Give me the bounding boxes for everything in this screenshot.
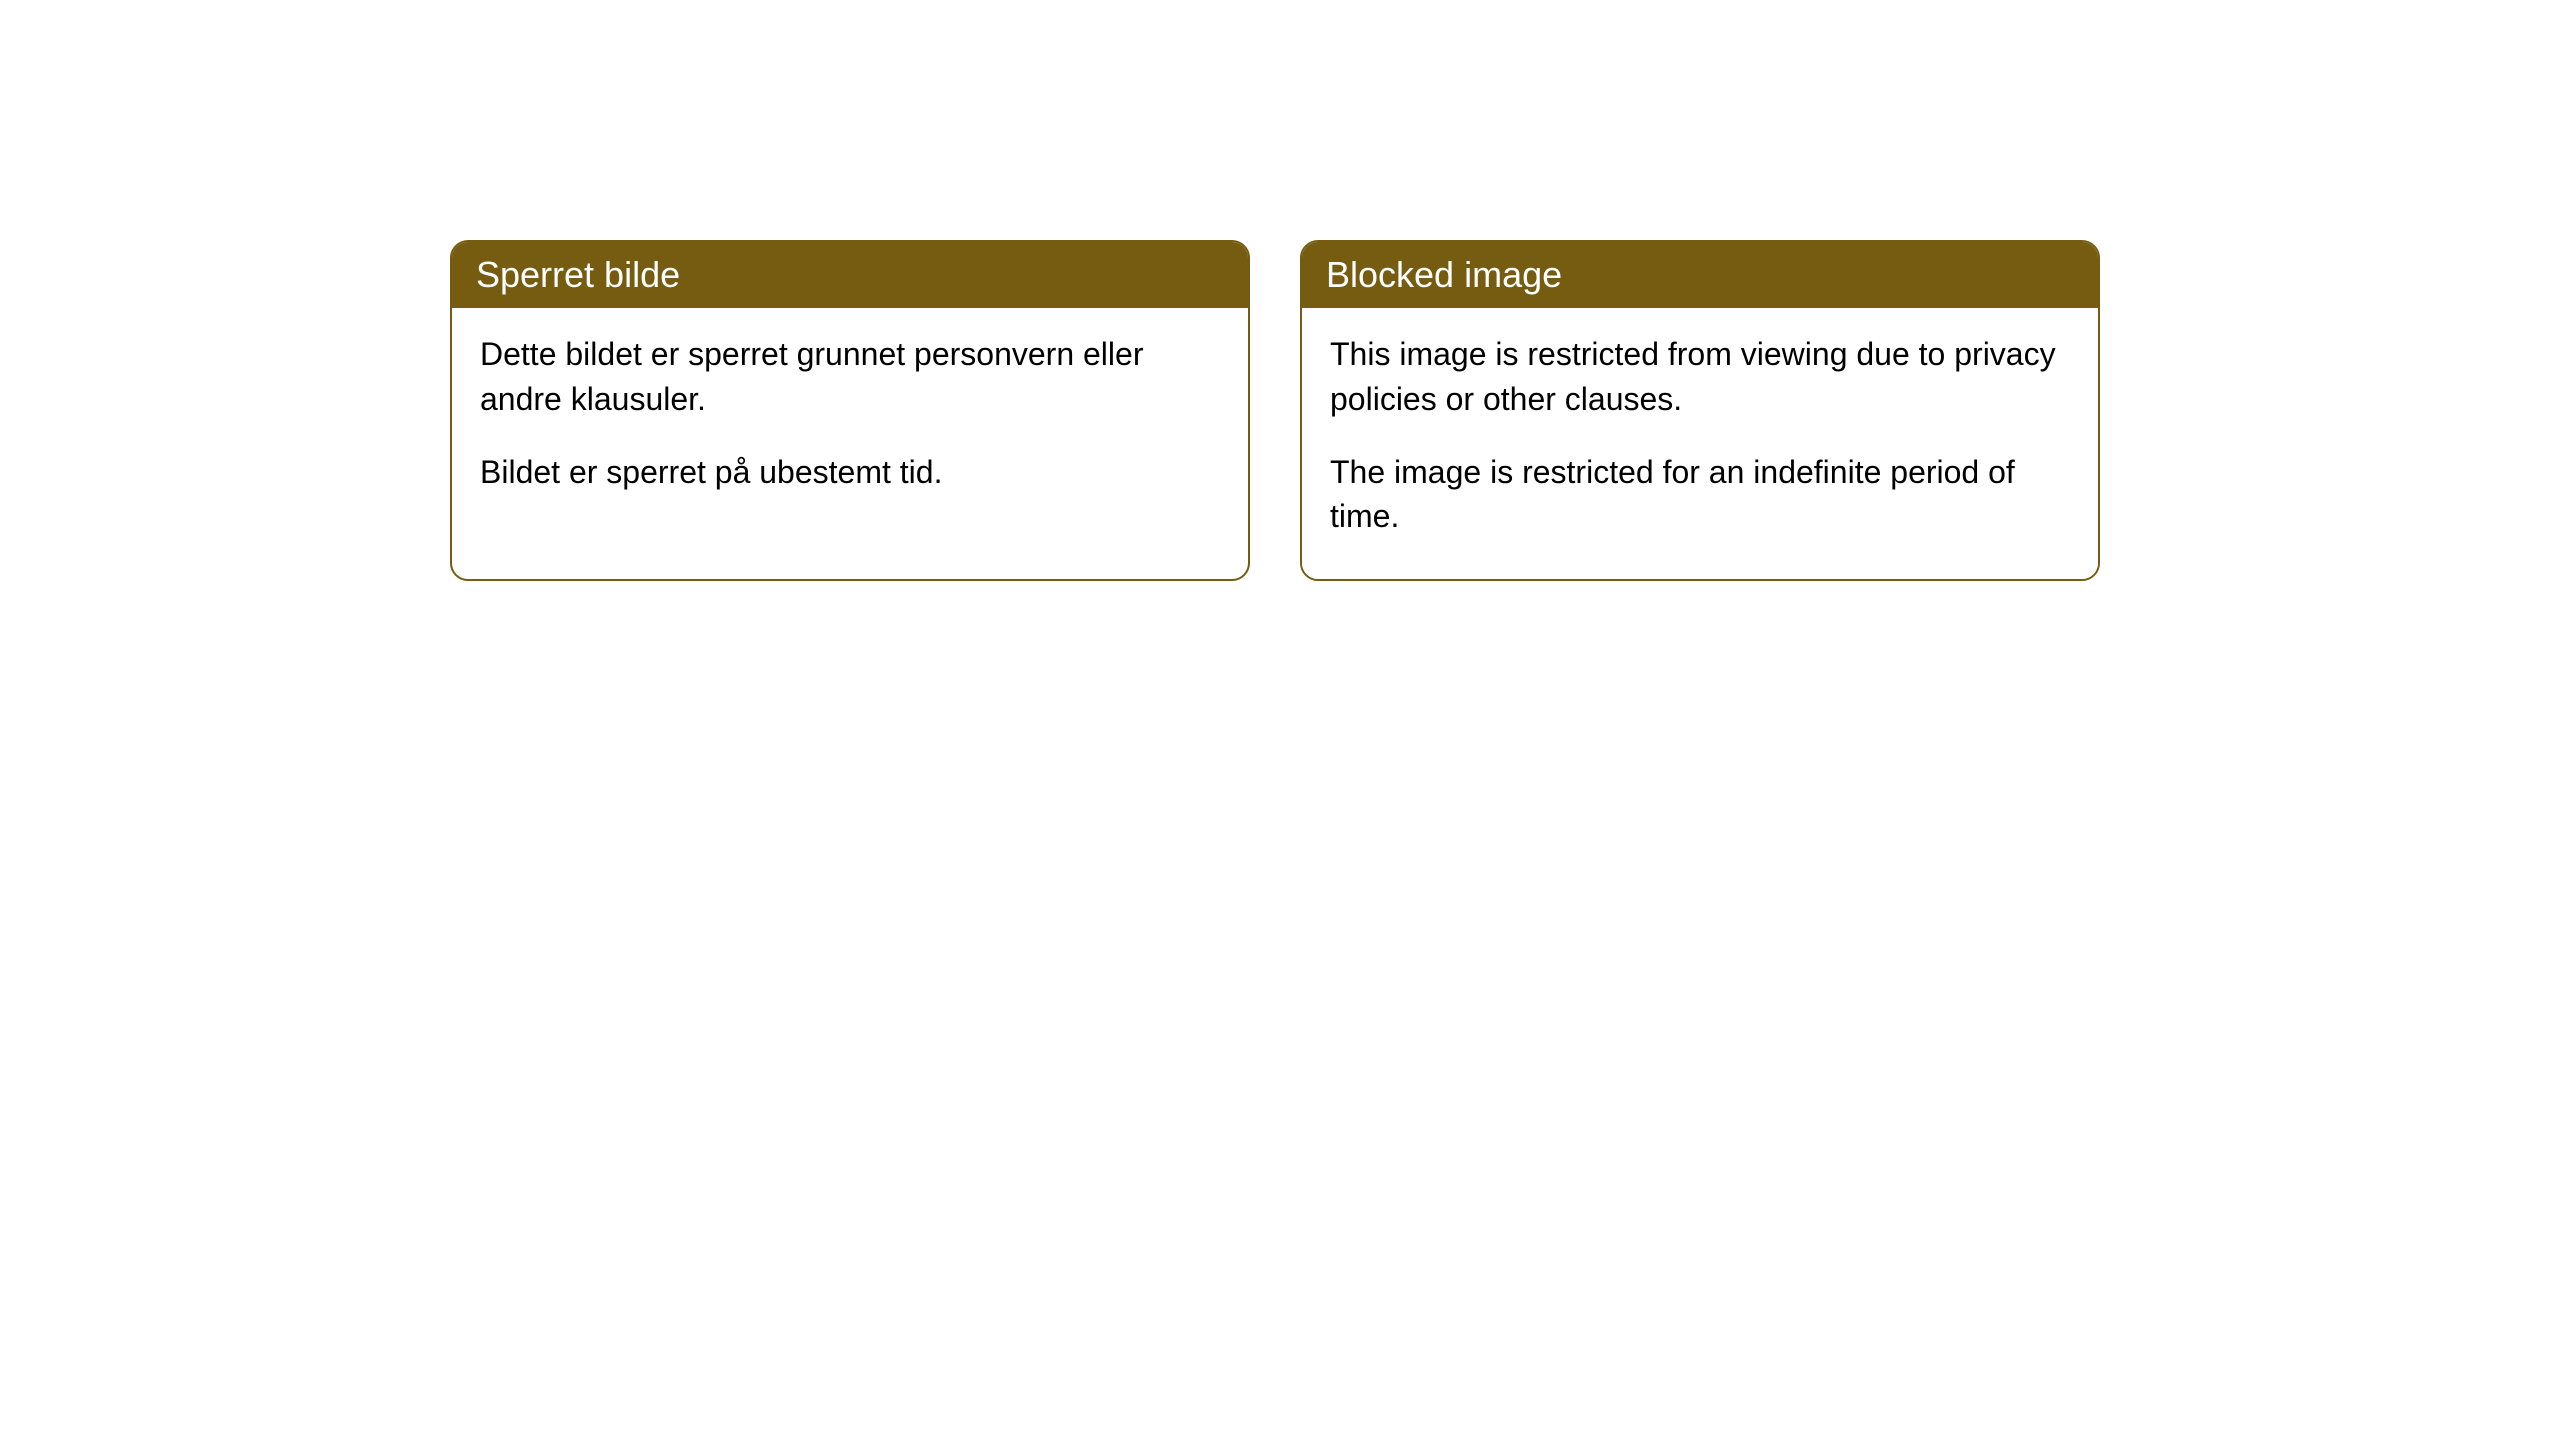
card-body-norwegian: Dette bildet er sperret grunnet personve… — [452, 308, 1248, 534]
card-title-norwegian: Sperret bilde — [476, 254, 680, 295]
card-english: Blocked image This image is restricted f… — [1300, 240, 2100, 581]
card-title-english: Blocked image — [1326, 254, 1562, 295]
card-text-english-1: This image is restricted from viewing du… — [1330, 332, 2070, 422]
card-text-norwegian-2: Bildet er sperret på ubestemt tid. — [480, 450, 1220, 495]
card-header-norwegian: Sperret bilde — [452, 242, 1248, 308]
card-text-english-2: The image is restricted for an indefinit… — [1330, 450, 2070, 540]
cards-container: Sperret bilde Dette bildet er sperret gr… — [450, 240, 2100, 581]
card-norwegian: Sperret bilde Dette bildet er sperret gr… — [450, 240, 1250, 581]
card-body-english: This image is restricted from viewing du… — [1302, 308, 2098, 579]
card-text-norwegian-1: Dette bildet er sperret grunnet personve… — [480, 332, 1220, 422]
card-header-english: Blocked image — [1302, 242, 2098, 308]
